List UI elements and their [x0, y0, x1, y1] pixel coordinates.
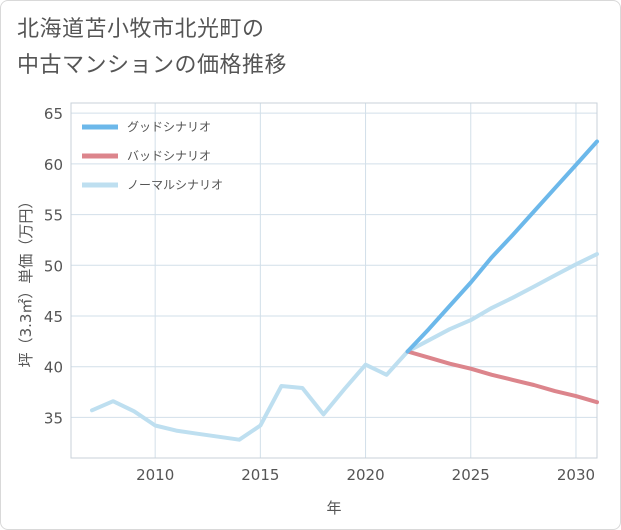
page-title: 北海道苫小牧市北光町の 中古マンションの価格推移: [17, 12, 287, 84]
y-tick-label-35: 35: [44, 409, 63, 427]
grid-layer: [71, 103, 597, 458]
x-tick-label-2025: 2025: [452, 466, 490, 484]
y-tick-label-60: 60: [44, 156, 63, 174]
x-axis-title: 年: [326, 499, 341, 517]
legend-label-good: グッドシナリオ: [127, 120, 211, 134]
y-tick-label-40: 40: [44, 359, 63, 377]
series-layer: [90, 139, 599, 442]
series-line-normal: [90, 252, 599, 442]
legend-label-normal: ノーマルシナリオ: [127, 178, 223, 192]
plot-frame: [70, 102, 598, 459]
x-tick-label-2010: 2010: [136, 466, 174, 484]
y-tick-label-50: 50: [44, 257, 63, 275]
series-line-good: [405, 139, 599, 354]
tick-layer: 35 40 45 50 55 60 65 2010 2015 2020 2025 2030: [44, 105, 595, 484]
x-tick-label-2030: 2030: [557, 466, 595, 484]
y-tick-label-65: 65: [44, 105, 63, 123]
series-line-bad: [405, 349, 599, 405]
y-tick-label-45: 45: [44, 308, 63, 326]
x-tick-label-2015: 2015: [241, 466, 279, 484]
x-tick-label-2020: 2020: [346, 466, 384, 484]
legend-label-bad: バッドシナリオ: [127, 149, 211, 163]
y-tick-label-55: 55: [44, 207, 63, 225]
y-axis-title: 坪（3.3㎡）単価（万円）: [17, 194, 35, 368]
title-line-1: 北海道苫小牧市北光町の: [17, 17, 265, 42]
title-line-2: 中古マンションの価格推移: [17, 53, 288, 78]
